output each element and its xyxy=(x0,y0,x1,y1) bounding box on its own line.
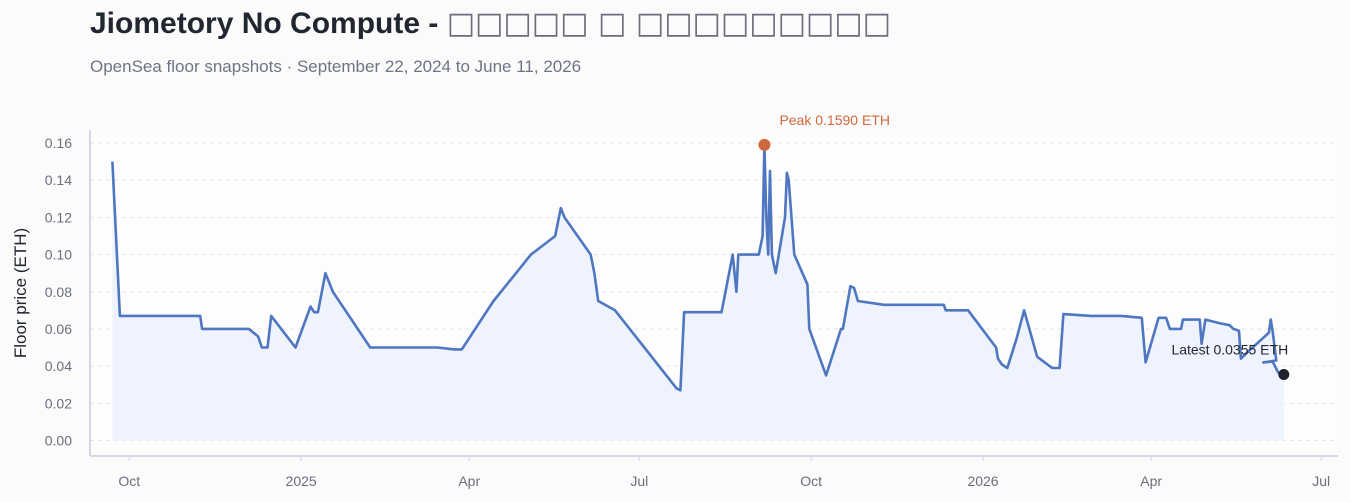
x-tick-label: Oct xyxy=(800,473,822,489)
y-tick-label: 0.08 xyxy=(45,284,72,300)
chart-title-text: Jiometory No Compute - xyxy=(90,7,447,40)
y-tick-label: 0.04 xyxy=(45,358,72,374)
x-tick-label: Oct xyxy=(118,473,140,489)
peak-label: Peak 0.1590 ETH xyxy=(779,112,890,128)
x-tick-label: Jul xyxy=(1312,473,1330,489)
y-tick-label: 0.00 xyxy=(45,433,72,449)
y-tick-label: 0.14 xyxy=(45,172,72,188)
latest-label: Latest 0.0355 ETH xyxy=(1171,341,1288,357)
x-tick-label: 2025 xyxy=(286,473,317,489)
y-tick-label: 0.12 xyxy=(45,209,72,225)
chart-title-glyphs: □□□□□ □ □□□□□□□□□ xyxy=(446,6,891,41)
y-axis-title: Floor price (ETH) xyxy=(11,228,30,358)
chart-subtitle: OpenSea floor snapshots · September 22, … xyxy=(90,57,582,76)
y-tick-label: 0.10 xyxy=(45,247,72,263)
x-tick-label: Apr xyxy=(1140,473,1162,489)
y-tick-label: 0.16 xyxy=(45,135,72,151)
x-tick-label: Apr xyxy=(458,473,480,489)
x-tick-label: 2026 xyxy=(967,473,998,489)
series-area xyxy=(112,144,1284,441)
latest-marker xyxy=(1278,368,1290,380)
x-tick-label: Jul xyxy=(630,473,648,489)
series-line xyxy=(111,143,1285,392)
chart-title: Jiometory No Compute - □□□□□ □ □□□□□□□□□ xyxy=(90,6,891,41)
peak-marker xyxy=(758,138,771,151)
y-tick-label: 0.02 xyxy=(45,395,72,411)
y-tick-label: 0.06 xyxy=(45,321,72,337)
